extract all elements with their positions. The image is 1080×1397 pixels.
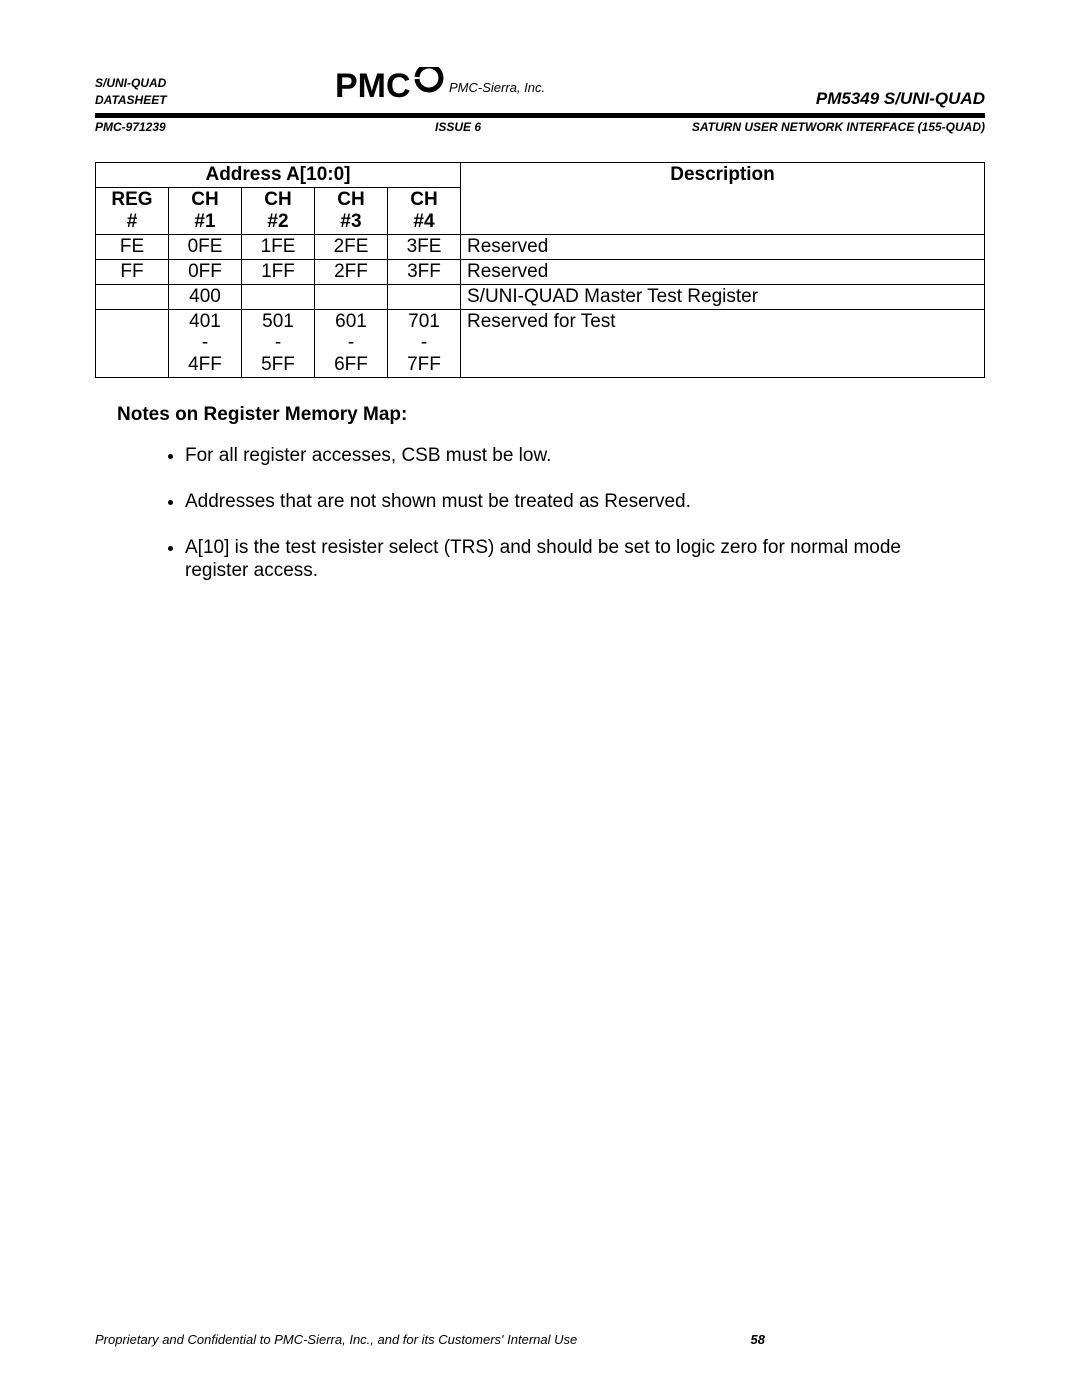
table-cell: 3FF	[388, 259, 461, 284]
table-cell: 601-6FF	[315, 309, 388, 378]
note-item: A[10] is the test resister select (TRS) …	[185, 536, 945, 584]
product-id: PM5349 S/UNI-QUAD	[816, 89, 985, 109]
table-cell: 501-5FF	[242, 309, 315, 378]
doc-type-label: S/UNI-QUAD DATASHEET	[95, 75, 167, 109]
page-number: 58	[751, 1332, 765, 1347]
table-cell: FF	[96, 259, 169, 284]
col-reg: REG#	[96, 187, 169, 234]
description-header: Description	[461, 162, 985, 234]
table-row: 400 S/UNI-QUAD Master Test Register	[96, 284, 985, 309]
footer-text: Proprietary and Confidential to PMC-Sier…	[95, 1332, 577, 1347]
issue-number: ISSUE 6	[435, 120, 481, 134]
table-cell: 2FE	[315, 234, 388, 259]
table-cell: 701-7FF	[388, 309, 461, 378]
company-logo: PMC PMC-Sierra, Inc.	[335, 67, 545, 103]
table-cell: 2FF	[315, 259, 388, 284]
col-ch4: CH#4	[388, 187, 461, 234]
notes-title: Notes on Register Memory Map:	[117, 404, 985, 426]
table-cell: 401-4FF	[169, 309, 242, 378]
note-item: For all register accesses, CSB must be l…	[185, 444, 945, 468]
note-item: Addresses that are not shown must be tre…	[185, 490, 945, 514]
notes-list: For all register accesses, CSB must be l…	[185, 444, 945, 583]
table-row: FF0FF1FF2FF3FFReserved	[96, 259, 985, 284]
table-cell	[96, 309, 169, 378]
table-cell: 0FF	[169, 259, 242, 284]
table-row: FE0FE1FE2FE3FEReserved	[96, 234, 985, 259]
table-cell: 400	[169, 284, 242, 309]
header-rule	[95, 113, 985, 118]
col-ch2: CH#2	[242, 187, 315, 234]
doc-subtitle: SATURN USER NETWORK INTERFACE (155-QUAD)	[692, 120, 985, 134]
table-desc-cell: S/UNI-QUAD Master Test Register	[461, 284, 985, 309]
table-cell: 1FE	[242, 234, 315, 259]
table-cell: 1FF	[242, 259, 315, 284]
table-cell	[315, 284, 388, 309]
table-cell: 0FE	[169, 234, 242, 259]
table-desc-cell: Reserved for Test	[461, 309, 985, 378]
table-desc-cell: Reserved	[461, 259, 985, 284]
table-cell: FE	[96, 234, 169, 259]
table-desc-cell: Reserved	[461, 234, 985, 259]
table-cell	[388, 284, 461, 309]
col-ch1: CH#1	[169, 187, 242, 234]
register-table: Address A[10:0] Description REG# CH#1 CH…	[95, 162, 985, 379]
col-ch3: CH#3	[315, 187, 388, 234]
table-cell	[242, 284, 315, 309]
company-name: PMC-Sierra, Inc.	[449, 80, 545, 95]
address-header: Address A[10:0]	[96, 162, 461, 187]
table-cell	[96, 284, 169, 309]
svg-text:PMC: PMC	[335, 67, 411, 103]
footer: Proprietary and Confidential to PMC-Sier…	[95, 1332, 985, 1347]
table-cell: 3FE	[388, 234, 461, 259]
doc-number: PMC-971239	[95, 120, 166, 134]
table-row: 401-4FF501-5FF601-6FF701-7FFReserved for…	[96, 309, 985, 378]
